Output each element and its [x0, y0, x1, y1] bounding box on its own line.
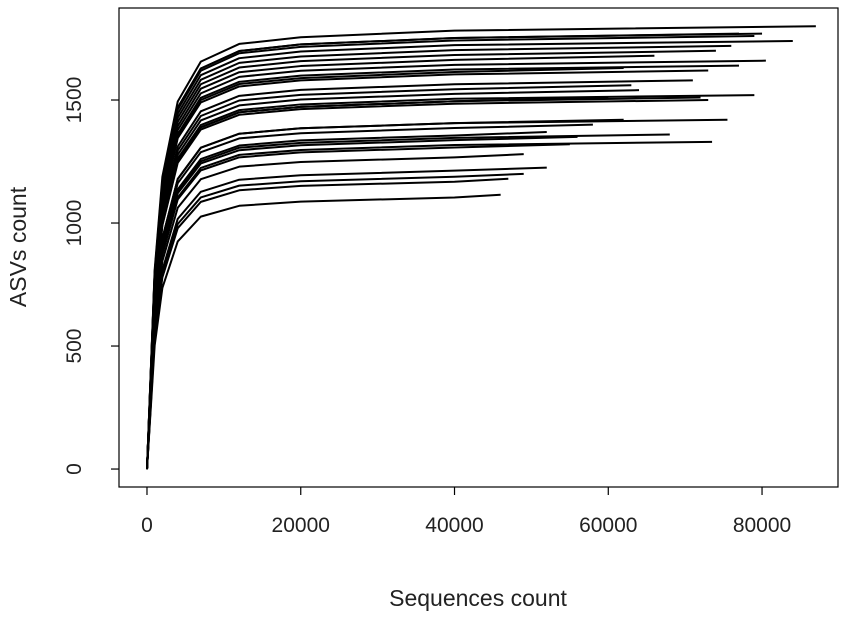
x-tick-label: 60000 — [579, 514, 637, 537]
y-tick-label: 1500 — [63, 77, 86, 124]
curve — [145, 172, 524, 470]
x-tick-label: 40000 — [425, 514, 483, 537]
y-tick-label: 500 — [63, 329, 86, 364]
curve — [145, 140, 713, 470]
curve — [145, 79, 693, 470]
y-tick-label: 1000 — [63, 200, 86, 247]
x-tick-label: 20000 — [272, 514, 330, 537]
curve — [145, 44, 732, 470]
x-tick-label: 0 — [141, 514, 153, 537]
curve — [145, 69, 709, 470]
x-tick-label: 80000 — [733, 514, 791, 537]
plot-frame — [118, 7, 839, 488]
curve — [145, 99, 709, 470]
curve — [145, 135, 578, 470]
curve — [145, 177, 509, 470]
curve — [145, 64, 739, 470]
y-tick-label: 0 — [63, 463, 86, 475]
curve — [145, 59, 766, 470]
x-axis-label: Sequences count — [389, 585, 567, 611]
curve — [145, 67, 624, 470]
curve — [145, 193, 501, 470]
curve — [145, 123, 593, 470]
curve — [145, 166, 547, 470]
curve — [145, 143, 570, 470]
curve — [145, 130, 547, 470]
y-axis-label: ASVs count — [5, 186, 31, 307]
